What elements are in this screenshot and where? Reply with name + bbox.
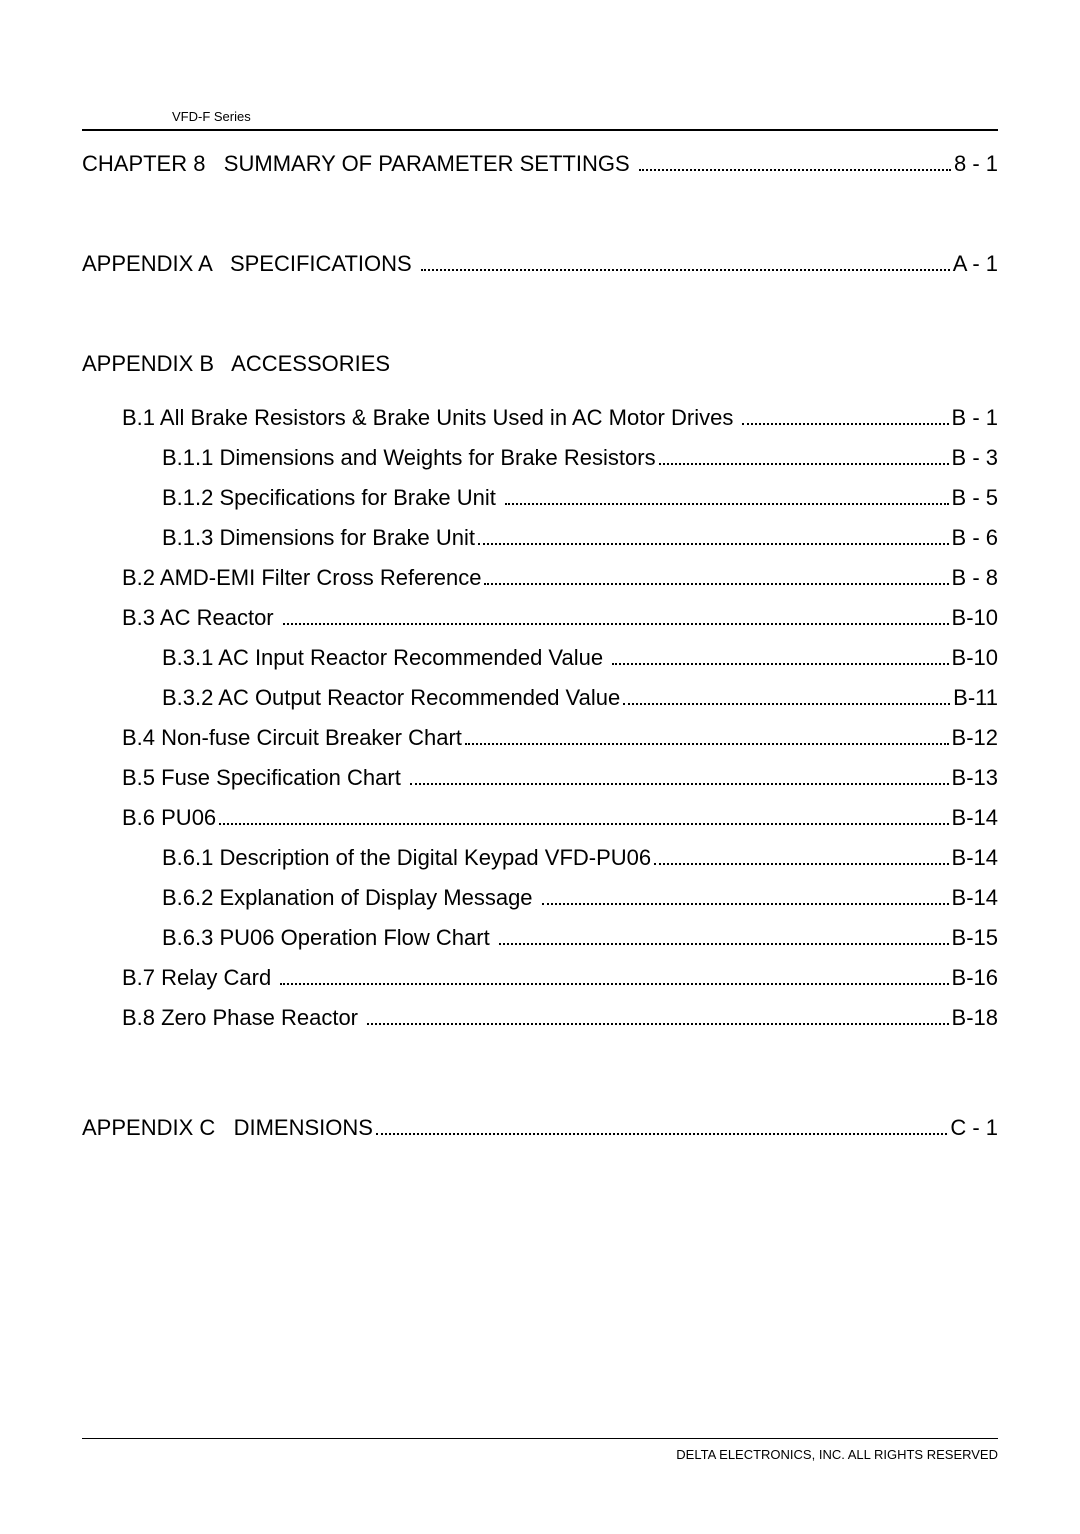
- toc-leader: [484, 569, 948, 585]
- toc-entry-b7: B.7 Relay Card B-16: [122, 967, 998, 989]
- toc-page: B-11: [953, 687, 998, 709]
- header-series-label: VFD-F Series: [172, 109, 998, 127]
- toc-label: B.3.1 AC Input Reactor Recommended Value: [162, 647, 609, 669]
- toc-entry-appendix-c: APPENDIX C DIMENSIONS C - 1: [82, 1117, 998, 1139]
- toc-leader: [505, 489, 949, 505]
- toc-entry-b4: B.4 Non-fuse Circuit Breaker Chart B-12: [122, 727, 998, 749]
- toc-leader: [367, 1009, 948, 1025]
- toc-leader: [219, 809, 948, 825]
- toc-page: B-14: [952, 847, 998, 869]
- footer-rights: DELTA ELECTRONICS, INC. ALL RIGHTS RESER…: [676, 1447, 998, 1462]
- toc-label: B.1.1 Dimensions and Weights for Brake R…: [162, 447, 656, 469]
- toc-leader: [410, 769, 949, 785]
- toc-page: B-14: [952, 807, 998, 829]
- toc-leader: [465, 729, 949, 745]
- toc-leader: [421, 255, 950, 271]
- toc-leader: [376, 1119, 947, 1135]
- toc-entry-b2: B.2 AMD-EMI Filter Cross Reference B - 8: [122, 567, 998, 589]
- toc-leader: [659, 449, 949, 465]
- toc-leader: [283, 609, 949, 625]
- toc-label: B.4 Non-fuse Circuit Breaker Chart: [122, 727, 462, 749]
- toc-label: APPENDIX A SPECIFICATIONS: [82, 253, 418, 275]
- toc-page: B-16: [952, 967, 998, 989]
- toc-entry-chapter-8: CHAPTER 8 SUMMARY OF PARAMETER SETTINGS …: [82, 153, 998, 175]
- toc-label: CHAPTER 8 SUMMARY OF PARAMETER SETTINGS: [82, 153, 636, 175]
- toc-entry-appendix-a: APPENDIX A SPECIFICATIONS A - 1: [82, 253, 998, 275]
- toc-label: B.6.3 PU06 Operation Flow Chart: [162, 927, 496, 949]
- toc-page: B - 6: [952, 527, 998, 549]
- toc-page: B - 5: [952, 487, 998, 509]
- toc-label: B.6.1 Description of the Digital Keypad …: [162, 847, 651, 869]
- toc-leader: [499, 929, 949, 945]
- toc-entry-b61: B.6.1 Description of the Digital Keypad …: [162, 847, 998, 869]
- toc-label: B.1.3 Dimensions for Brake Unit: [162, 527, 475, 549]
- toc-label: B.2 AMD-EMI Filter Cross Reference: [122, 567, 481, 589]
- toc-entry-b3: B.3 AC Reactor B-10: [122, 607, 998, 629]
- toc-label: B.3.2 AC Output Reactor Recommended Valu…: [162, 687, 620, 709]
- toc-label: B.1 All Brake Resistors & Brake Units Us…: [122, 407, 739, 429]
- toc-entry-b62: B.6.2 Explanation of Display Message B-1…: [162, 887, 998, 909]
- toc-page: B - 8: [952, 567, 998, 589]
- toc-entry-b6: B.6 PU06 B-14: [122, 807, 998, 829]
- toc-page: B-15: [952, 927, 998, 949]
- toc-page: 8 - 1: [954, 153, 998, 175]
- toc-label: B.8 Zero Phase Reactor: [122, 1007, 364, 1029]
- toc-heading-appendix-b: APPENDIX B ACCESSORIES: [82, 353, 998, 375]
- toc-leader: [742, 409, 948, 425]
- toc-entry-b31: B.3.1 AC Input Reactor Recommended Value…: [162, 647, 998, 669]
- toc-entry-b5: B.5 Fuse Specification Chart B-13: [122, 767, 998, 789]
- toc-label: B.1.2 Specifications for Brake Unit: [162, 487, 502, 509]
- toc-entry-b12: B.1.2 Specifications for Brake Unit B - …: [162, 487, 998, 509]
- toc-entry-b1: B.1 All Brake Resistors & Brake Units Us…: [122, 407, 998, 429]
- toc-leader: [542, 889, 949, 905]
- toc-leader: [654, 849, 948, 865]
- toc-label: B.3 AC Reactor: [122, 607, 280, 629]
- toc-page: B - 3: [952, 447, 998, 469]
- toc-page: B-12: [952, 727, 998, 749]
- toc-entry-b63: B.6.3 PU06 Operation Flow Chart B-15: [162, 927, 998, 949]
- toc-page: B-13: [952, 767, 998, 789]
- toc-leader: [623, 689, 950, 705]
- toc-leader: [612, 649, 948, 665]
- toc-label: B.5 Fuse Specification Chart: [122, 767, 407, 789]
- toc-page: B-14: [952, 887, 998, 909]
- toc-page: B-10: [952, 647, 998, 669]
- toc-page: A - 1: [953, 253, 998, 275]
- toc-entry-b13: B.1.3 Dimensions for Brake Unit B - 6: [162, 527, 998, 549]
- toc-page: B-18: [952, 1007, 998, 1029]
- footer-rule: [82, 1438, 998, 1439]
- page: VFD-F Series CHAPTER 8 SUMMARY OF PARAME…: [0, 0, 1080, 1534]
- toc-entry-b11: B.1.1 Dimensions and Weights for Brake R…: [162, 447, 998, 469]
- toc-label: B.6.2 Explanation of Display Message: [162, 887, 539, 909]
- header-block: VFD-F Series: [82, 109, 998, 131]
- toc-label: APPENDIX C DIMENSIONS: [82, 1117, 373, 1139]
- toc-entry-b8: B.8 Zero Phase Reactor B-18: [122, 1007, 998, 1029]
- toc-page: C - 1: [950, 1117, 998, 1139]
- toc-label: B.6 PU06: [122, 807, 216, 829]
- toc-leader: [280, 969, 948, 985]
- toc-page: B-10: [952, 607, 998, 629]
- toc-label: B.7 Relay Card: [122, 967, 277, 989]
- toc-page: B - 1: [952, 407, 998, 429]
- toc-leader: [478, 529, 949, 545]
- toc-leader: [639, 155, 951, 171]
- toc-entry-b32: B.3.2 AC Output Reactor Recommended Valu…: [162, 687, 998, 709]
